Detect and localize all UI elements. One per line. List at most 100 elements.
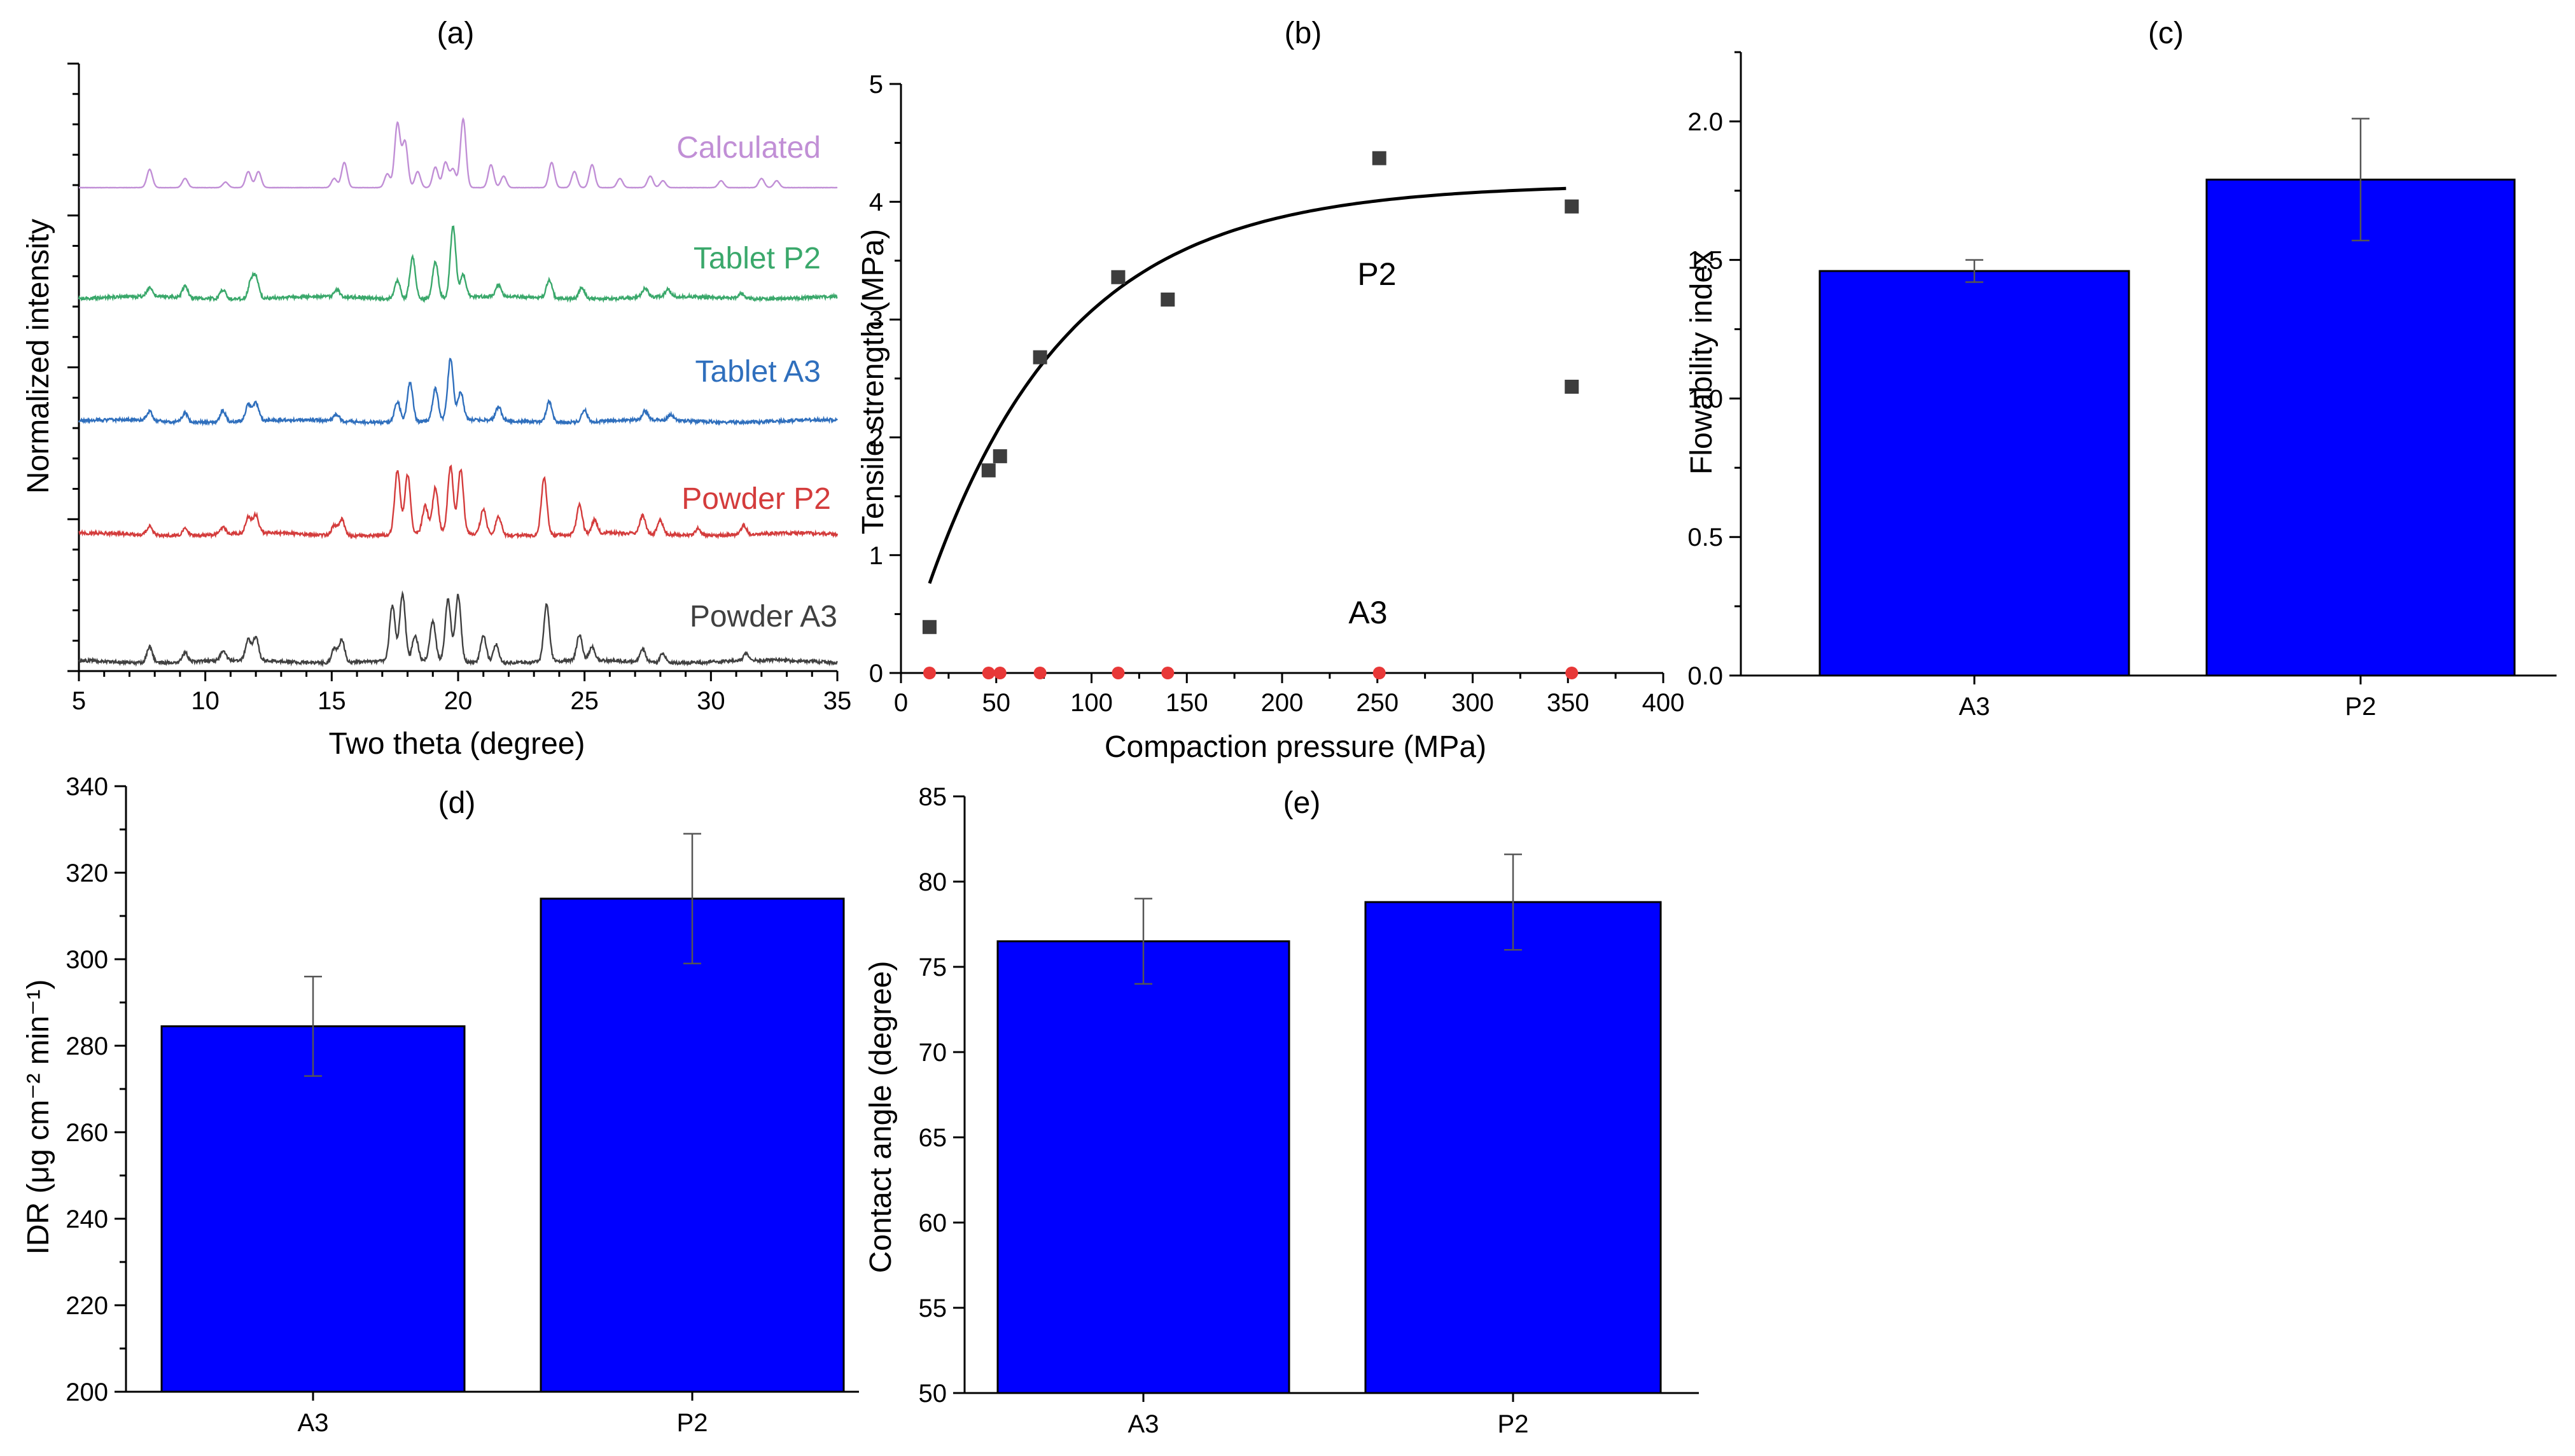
y-tick-label: 4 (869, 188, 883, 216)
trace-powder-a3 (78, 590, 838, 668)
point-p2 (981, 463, 996, 478)
y-tick-label: 3 (869, 306, 883, 334)
point-a3 (1161, 667, 1175, 679)
y-tick-label: 60 (919, 1209, 947, 1237)
point-p2 (922, 620, 937, 634)
legend-tablet-a3: Tablet A3 (695, 355, 821, 389)
panel-b-marks (922, 151, 1579, 679)
y-tick-label: 1 (869, 542, 883, 570)
point-p2 (993, 449, 1007, 464)
panel-c-flowability-chart: (c) Flowability index 0.0 0.5 1.0 1.5 2.0 A3 P… (1685, 17, 2557, 721)
panel-c-axes: 0.0 0.5 1.0 1.5 2.0 A3 P2 (1687, 51, 2557, 721)
point-p2 (1565, 379, 1579, 394)
point-a3 (1033, 667, 1047, 679)
x-tick-label: 30 (697, 687, 725, 715)
point-p2 (1565, 199, 1579, 214)
y-tick-label: 280 (66, 1032, 108, 1060)
x-tick-label-p2: P2 (2345, 693, 2376, 721)
point-a3 (1565, 667, 1579, 679)
panel-e-contact-angle-chart: (e) Contact angle (degree) 50 55 60 65 70 75 8… (864, 783, 1699, 1438)
point-a3 (923, 667, 936, 679)
y-tick-label: 55 (919, 1294, 947, 1322)
legend-powder-p2: Powder P2 (681, 482, 831, 516)
panel-a-xlabel: Two theta (degree) (329, 727, 585, 761)
legend-calculated: Calculated (676, 131, 821, 165)
x-tick-label: 10 (191, 687, 220, 715)
panel-e-axes: 50 55 60 65 70 75 80 85 A3 P2 (919, 783, 1699, 1438)
panel-a-xrd-chart: (a) Two theta (degree) Normalized intens… (22, 17, 851, 761)
x-tick-label: 300 (1451, 689, 1494, 717)
x-tick-label: 0 (894, 689, 908, 717)
y-tick-label: 85 (919, 783, 947, 811)
bar-p2 (1364, 901, 1662, 1394)
y-tick-label: 240 (66, 1205, 108, 1233)
y-tick-label: 0 (869, 660, 883, 688)
x-tick-label: 400 (1642, 689, 1685, 717)
bar-a3 (160, 1025, 466, 1393)
y-tick-label: 220 (66, 1292, 108, 1320)
x-tick-label: 100 (1070, 689, 1113, 717)
y-tick-label: 65 (919, 1124, 947, 1152)
panel-b-ylabel: Tensile strength (MPa) (856, 229, 890, 534)
panel-b-title: (b) (1285, 17, 1322, 50)
x-tick-label-a3: A3 (1128, 1410, 1159, 1438)
panel-e-title: (e) (1283, 786, 1321, 820)
panel-a-ylabel: Normalized intensity (22, 219, 55, 494)
panel-a-traces (78, 117, 839, 668)
point-p2 (1161, 292, 1175, 307)
x-tick-label-a3: A3 (1959, 693, 1990, 721)
trace-powder-p2 (78, 464, 839, 540)
panel-e-ylabel: Contact angle (degree) (864, 961, 898, 1273)
x-tick-label: 5 (72, 687, 86, 715)
x-tick-label-p2: P2 (1498, 1410, 1529, 1438)
legend-tablet-p2: Tablet P2 (694, 242, 821, 275)
panel-d-ylabel: IDR (μg cm⁻² min⁻¹) (22, 980, 55, 1255)
panel-d-axes: 200 220 240 260 280 300 320 340 A3 P2 (66, 773, 859, 1437)
bar-p2 (540, 898, 845, 1393)
trace-tablet-p2 (78, 225, 838, 303)
y-tick-label: 70 (919, 1039, 947, 1067)
x-tick-label-a3: A3 (298, 1409, 329, 1437)
y-tick-label: 1.5 (1687, 247, 1723, 275)
x-tick-label: 50 (982, 689, 1011, 717)
legend-powder-a3: Powder A3 (690, 600, 837, 634)
y-tick-label: 2.0 (1687, 108, 1723, 136)
x-tick-label: 150 (1166, 689, 1208, 717)
bar-p2 (2205, 178, 2516, 677)
panel-b-tensile-chart: (b) Compaction pressure (MPa) Tensile st… (856, 17, 1684, 764)
y-tick-label: 300 (66, 946, 108, 974)
point-p2 (1033, 350, 1047, 364)
y-tick-label: 0.5 (1687, 523, 1723, 551)
bar-a3 (996, 940, 1290, 1394)
point-a3 (982, 667, 995, 679)
fit-curve-p2 (928, 186, 1567, 584)
panel-b-xlabel: Compaction pressure (MPa) (1105, 730, 1486, 764)
y-tick-label: 260 (66, 1119, 108, 1147)
x-tick-label: 350 (1547, 689, 1589, 717)
x-tick-label: 200 (1261, 689, 1304, 717)
point-a3 (993, 667, 1007, 679)
series-label-p2: P2 (1357, 256, 1396, 292)
y-tick-label: 80 (919, 868, 947, 896)
trace-tablet-a3 (78, 357, 838, 427)
panel-c-title: (c) (2148, 17, 2184, 50)
x-tick-label: 15 (318, 687, 346, 715)
y-tick-label: 2 (869, 424, 883, 452)
x-tick-label: 25 (570, 687, 599, 715)
trace-calculated (79, 117, 838, 189)
point-p2 (1111, 270, 1126, 284)
x-tick-label-p2: P2 (677, 1409, 708, 1437)
panel-c-ylabel: Flowability index (1685, 251, 1719, 475)
point-p2 (1372, 151, 1386, 165)
y-tick-label: 340 (66, 773, 108, 801)
y-tick-label: 1.0 (1687, 385, 1723, 413)
y-tick-label: 50 (919, 1380, 947, 1408)
y-tick-label: 75 (919, 953, 947, 981)
bar-a3 (1818, 270, 2130, 677)
y-tick-label: 5 (869, 71, 883, 99)
y-tick-label: 0.0 (1687, 662, 1723, 690)
y-tick-label: 200 (66, 1378, 108, 1406)
point-a3 (1372, 667, 1386, 679)
